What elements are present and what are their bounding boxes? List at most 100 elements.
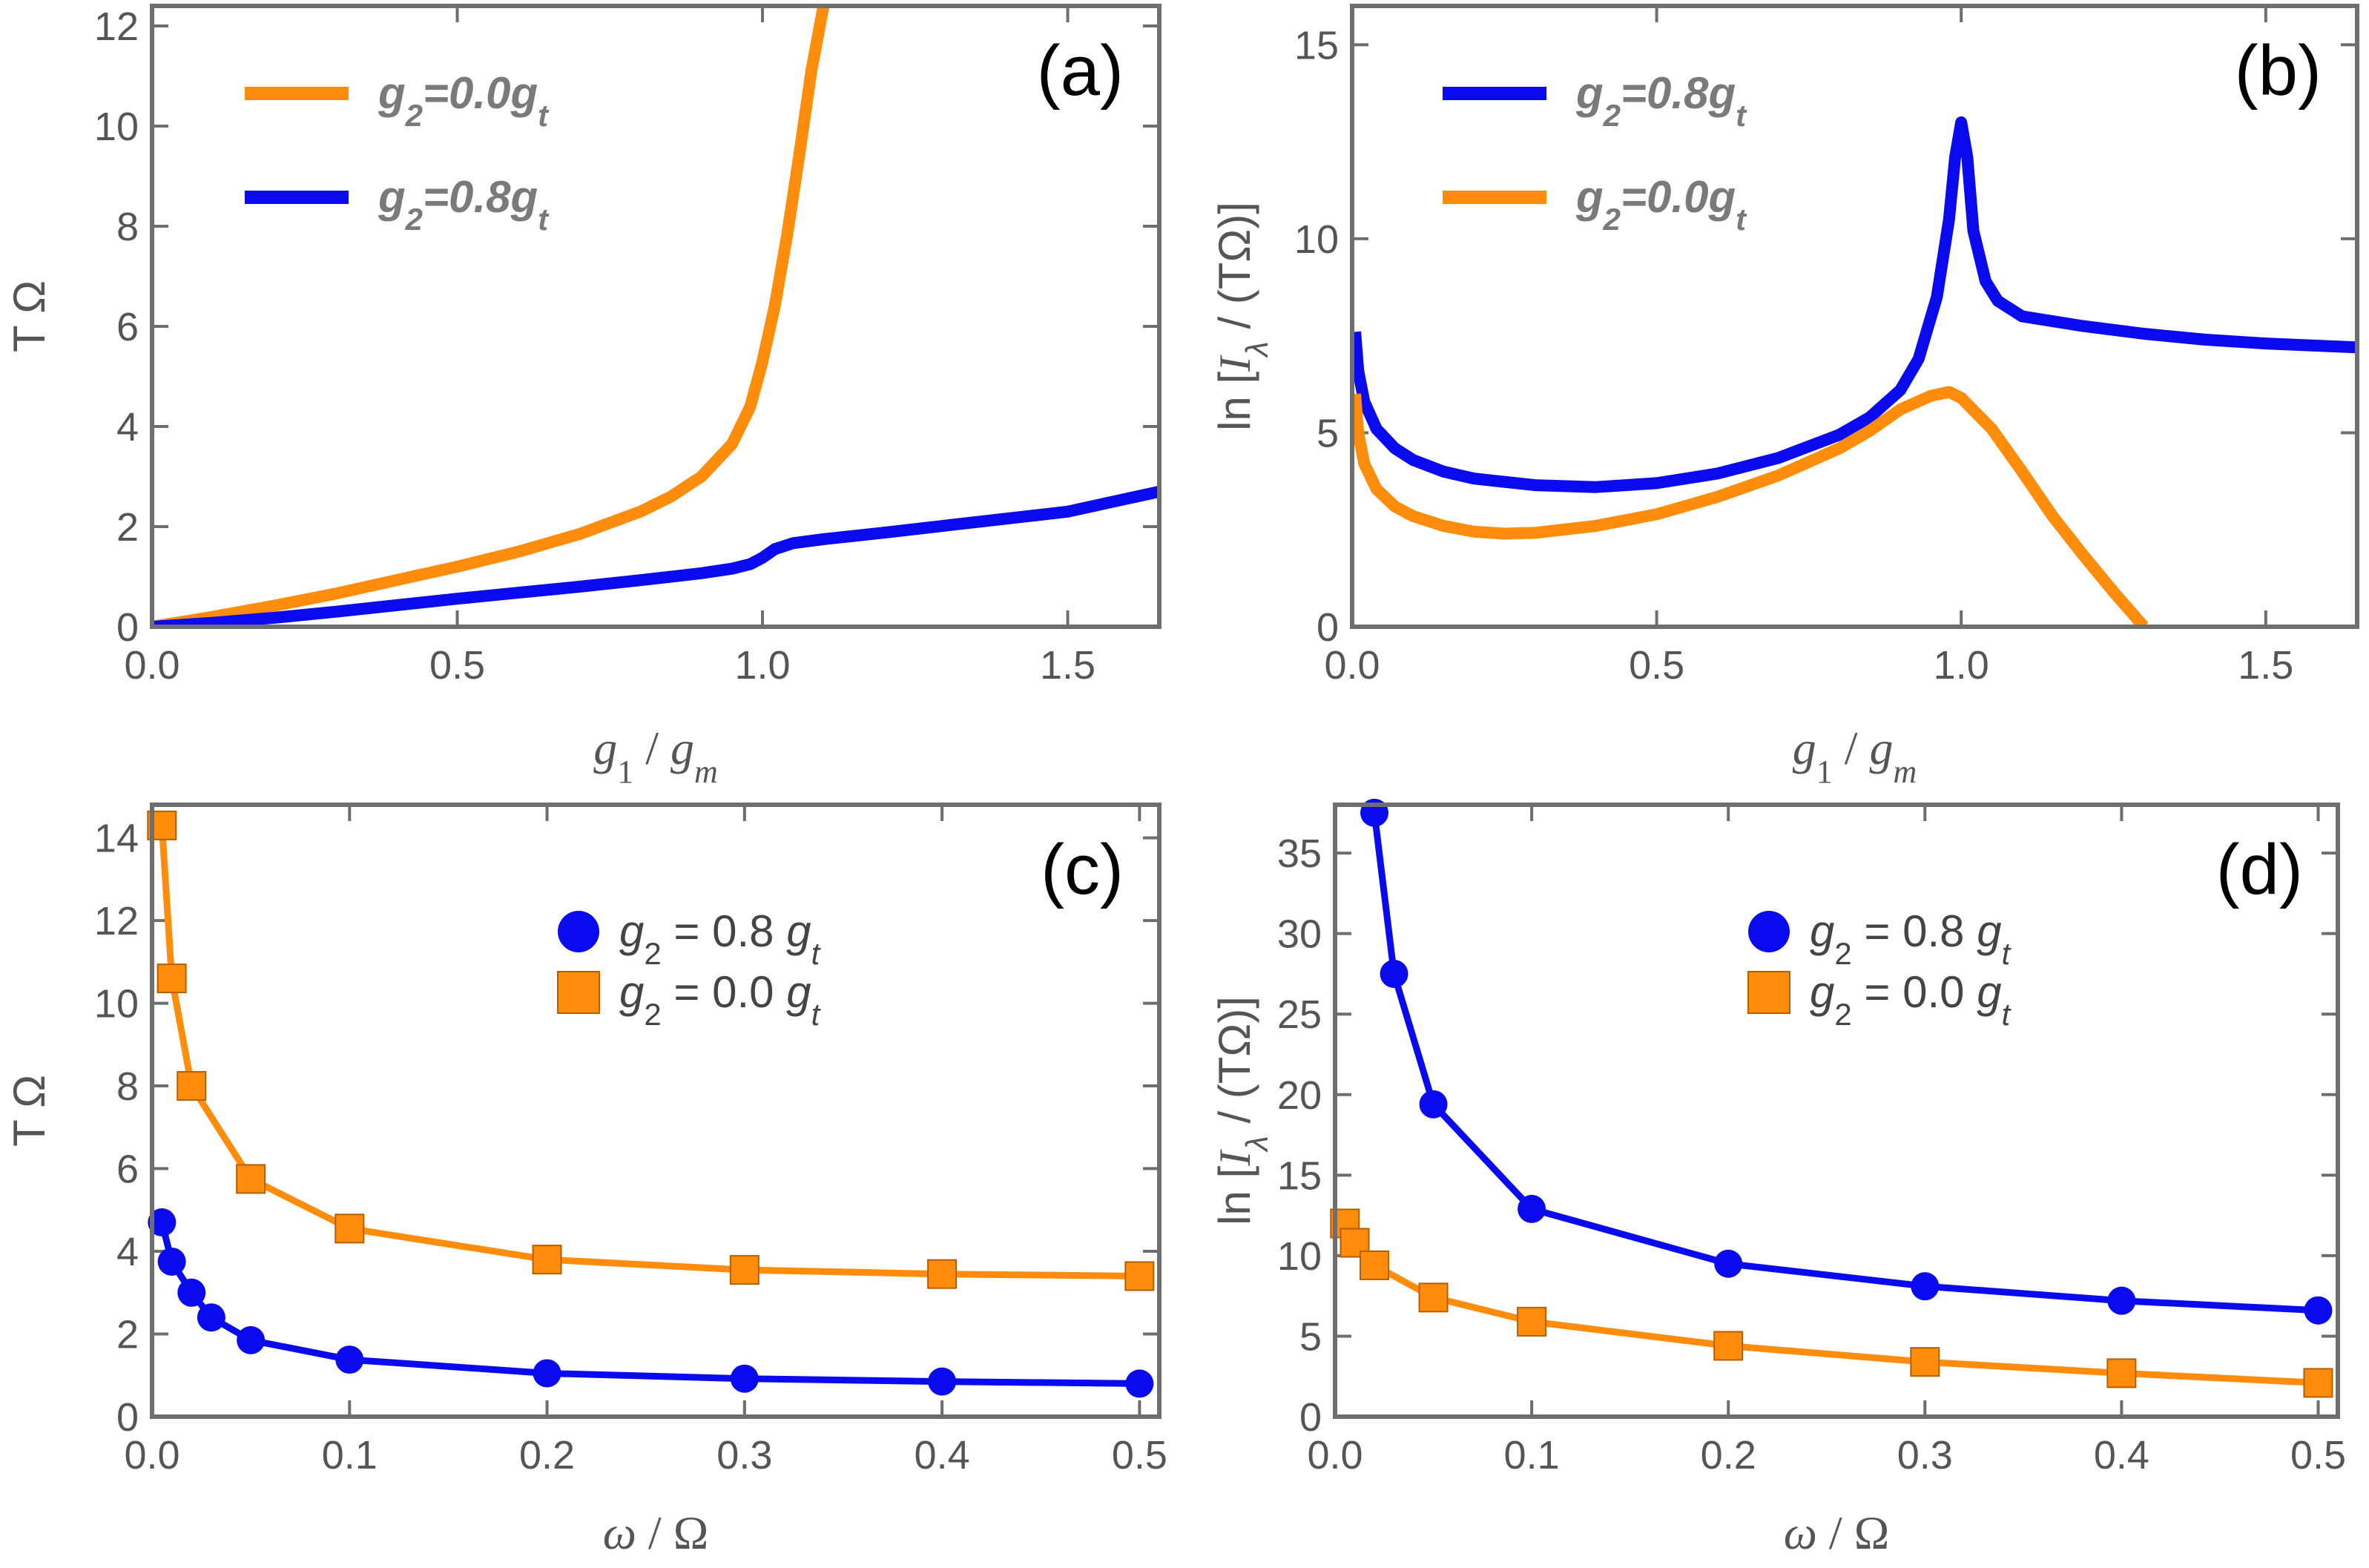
y-tick-label: 10: [94, 982, 139, 1027]
x-tick-label: 0.1: [322, 1433, 378, 1478]
data-point: [533, 1359, 561, 1388]
y-tick-label: 15: [1294, 23, 1339, 67]
data-point: [177, 1071, 207, 1101]
data-point: [2303, 1368, 2333, 1398]
data-point: [1911, 1272, 1940, 1301]
legend-swatch: [1747, 971, 1790, 1014]
plot-frame: [1333, 803, 2340, 1419]
y-tick-label: 0: [1299, 1395, 1322, 1440]
data-point: [1124, 1261, 1155, 1291]
y-tick-label: 4: [116, 405, 139, 449]
x-tick-label: 0.4: [915, 1433, 970, 1478]
y-tick-label: 10: [1294, 217, 1339, 262]
series-line-0: [152, 6, 830, 627]
x-axis-label: ω / Ω: [1784, 1506, 1890, 1559]
y-axis-label: T Ω: [4, 1075, 54, 1147]
y-tick-label: 2: [116, 1313, 139, 1357]
x-tick-label: 1.0: [734, 643, 790, 688]
y-tick-label: 0: [116, 1395, 139, 1440]
panel-d: 0.0 0.1 0.2 0.3 0.4 0.5 0 5 10 15 20 25 30 35 (d) g2 = …: [1210, 798, 2346, 1559]
y-axis-label: ln [Iλ / (TΩ)]: [1210, 996, 1274, 1225]
panel-label: (c): [1041, 830, 1124, 909]
legend-label: g2=0.0gt: [378, 68, 550, 133]
y-tick-label: 20: [1277, 1073, 1322, 1118]
data-point: [1125, 1369, 1154, 1398]
data-point: [1360, 1250, 1390, 1280]
series-line-1: [1352, 386, 2149, 627]
y-tick-label: 14: [94, 817, 139, 861]
y-tick-label: 8: [116, 205, 139, 249]
panel-c: 0.0 0.1 0.2 0.3 0.4 0.5 0 2 4 6 8 10 12 14 (c) g2 = 0.8…: [4, 803, 1167, 1559]
data-point: [729, 1255, 760, 1285]
x-tick-label: 0.5: [1629, 643, 1684, 688]
data-point: [927, 1259, 958, 1289]
legend-label: g2=0.8gt: [378, 172, 550, 237]
panel-label: (a): [1037, 31, 1124, 111]
x-tick-label: 0.1: [1504, 1433, 1560, 1478]
data-point: [236, 1164, 266, 1194]
plot-frame: [150, 4, 1162, 629]
x-tick-label: 0.0: [1324, 643, 1380, 688]
x-tick-label: 0.4: [2094, 1433, 2149, 1478]
data-point: [2107, 1286, 2136, 1315]
y-tick-label: 10: [1277, 1234, 1322, 1279]
data-point: [1714, 1249, 1743, 1278]
x-tick-label: 0.5: [429, 643, 485, 688]
y-tick-label: 5: [1299, 1314, 1322, 1359]
x-tick-label: 0.0: [124, 643, 179, 688]
legend-label: g2 = 0.0 gt: [619, 967, 822, 1032]
legend-label: g2 = 0.8 gt: [619, 906, 822, 971]
x-tick-label: 0.2: [1701, 1433, 1756, 1478]
panel-a: 0.0 0.5 1.0 1.5 0 2 4 6 8 10 12 (a) g2=0.0gt g2=0.8gt…: [4, 4, 1162, 790]
data-point: [1419, 1090, 1448, 1119]
data-point: [148, 1208, 177, 1237]
data-point: [2106, 1358, 2137, 1389]
legend-swatch: [557, 971, 600, 1014]
x-tick-label: 0.5: [2290, 1433, 2346, 1478]
x-tick-label: 0.5: [1112, 1433, 1167, 1478]
panel-label: (d): [2216, 830, 2303, 909]
legend-label: g2 = 0.0 gt: [1810, 967, 2012, 1032]
data-point: [1910, 1347, 1940, 1377]
y-tick-label: 15: [1277, 1153, 1322, 1198]
x-tick-label: 1.0: [1934, 643, 1989, 688]
legend-label: g2=0.0gt: [1575, 172, 1747, 237]
x-axis-label: ω / Ω: [603, 1506, 709, 1559]
data-point: [1518, 1194, 1546, 1223]
x-tick-label: 1.5: [2238, 643, 2293, 688]
y-tick-label: 12: [94, 4, 139, 49]
y-axis-label: ln [Iλ / (TΩ)]: [1210, 202, 1274, 431]
series-line-0: [158, 1221, 1140, 1387]
y-tick-label: 30: [1277, 912, 1322, 957]
legend-swatch: [1748, 911, 1790, 952]
y-tick-label: 5: [1317, 411, 1339, 455]
series-line-0: [1371, 812, 2319, 1314]
legend-swatch: [558, 911, 599, 952]
y-tick-label: 10: [94, 105, 139, 149]
data-point: [335, 1213, 365, 1244]
y-tick-label: 2: [116, 505, 139, 550]
y-tick-label: 6: [116, 305, 139, 349]
x-tick-label: 0.3: [716, 1433, 772, 1478]
series-line-1: [158, 825, 1140, 1279]
data-point: [928, 1367, 957, 1396]
x-tick-label: 1.5: [1040, 643, 1095, 688]
data-point: [730, 1364, 759, 1393]
series-line-0: [1352, 116, 2357, 493]
plot-frame: [150, 803, 1162, 1419]
y-tick-label: 0: [1317, 605, 1339, 650]
panel-label: (b): [2235, 31, 2322, 111]
data-point: [177, 1278, 206, 1307]
y-axis-label: T Ω: [4, 280, 54, 352]
data-point: [1380, 959, 1408, 988]
y-tick-label: 25: [1277, 992, 1322, 1037]
legend-label: g2=0.8gt: [1575, 68, 1747, 133]
y-tick-label: 12: [94, 899, 139, 943]
y-tick-label: 0: [116, 605, 139, 650]
data-point: [2304, 1296, 2333, 1325]
y-tick-label: 8: [116, 1064, 139, 1109]
x-axis-label: g1 / gm: [593, 722, 718, 790]
y-tick-label: 6: [116, 1147, 139, 1192]
data-point: [157, 1247, 186, 1276]
data-point: [1517, 1306, 1547, 1337]
